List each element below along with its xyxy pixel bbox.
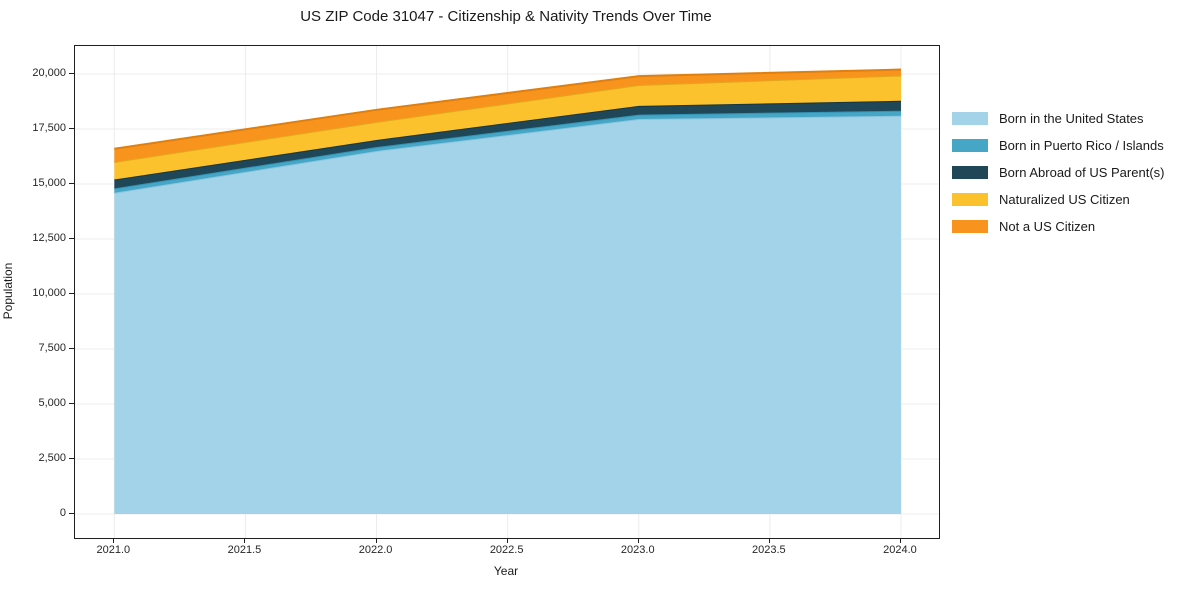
legend-item-naturalized-us-citizen: Naturalized US Citizen <box>952 186 1164 213</box>
x-tick-mark <box>113 538 115 543</box>
legend-label: Naturalized US Citizen <box>999 192 1130 207</box>
legend-label: Born Abroad of US Parent(s) <box>999 165 1165 180</box>
y-tick-label: 17,500 <box>32 121 66 134</box>
plot-area <box>74 45 940 539</box>
y-tick-label: 10,000 <box>32 286 66 299</box>
x-axis-label: Year <box>493 564 519 578</box>
area-naturalized-us-citizen <box>114 75 901 180</box>
x-tick-mark <box>637 538 639 543</box>
area-edge-not-a-us-citizen <box>114 68 902 150</box>
y-axis-label: Population <box>1 262 15 320</box>
legend-label: Born in the United States <box>999 111 1144 126</box>
legend-swatch-born-in-puerto-rico-islands <box>952 139 988 152</box>
legend-label: Not a US Citizen <box>999 219 1096 234</box>
x-tick-label: 2024.0 <box>883 544 917 556</box>
y-tick-label: 0 <box>59 507 66 520</box>
area-born-in-the-united-states <box>114 115 901 515</box>
y-tick-label: 7,500 <box>38 341 66 354</box>
y-tick-mark <box>69 402 74 404</box>
legend-swatch-born-abroad-of-us-parent-s <box>952 166 988 179</box>
legend-item-not-a-us-citizen: Not a US Citizen <box>952 213 1164 240</box>
legend-item-born-abroad-of-us-parent-s: Born Abroad of US Parent(s) <box>952 159 1164 186</box>
x-tick-label: 2023.5 <box>752 544 786 556</box>
x-tick-label: 2021.0 <box>96 544 131 556</box>
chart-title: US ZIP Code 31047 - Citizenship & Nativi… <box>300 8 712 25</box>
y-tick-mark <box>69 292 74 294</box>
legend-swatch-born-in-the-united-states <box>952 112 988 125</box>
x-tick-label: 2023.0 <box>620 544 655 556</box>
legend-swatch-not-a-us-citizen <box>952 220 988 233</box>
y-tick-mark <box>69 127 74 129</box>
y-tick-mark <box>69 347 74 349</box>
y-tick-mark <box>69 237 74 239</box>
y-tick-mark <box>69 182 74 184</box>
x-tick-mark <box>899 538 901 543</box>
y-tick-label: 12,500 <box>32 231 66 244</box>
area-born-abroad-of-us-parent-s <box>114 100 901 189</box>
y-tick-mark <box>69 72 74 74</box>
x-tick-label: 2022.5 <box>489 544 524 556</box>
x-tick-mark <box>244 538 246 543</box>
x-tick-label: 2021.5 <box>227 544 262 556</box>
legend: Born in the United States Born in Puerto … <box>952 105 1164 240</box>
legend-label: Born in Puerto Rico / Islands <box>999 138 1164 153</box>
y-tick-mark <box>69 458 74 459</box>
y-tick-label: 5,000 <box>38 396 66 409</box>
y-tick-label: 20,000 <box>32 66 66 79</box>
legend-item-born-in-puerto-rico-islands: Born in Puerto Rico / Islands <box>952 132 1164 159</box>
legend-item-born-in-the-united-states: Born in the United States <box>952 105 1164 132</box>
x-tick-mark <box>375 538 377 543</box>
x-tick-mark <box>506 538 508 543</box>
x-tick-mark <box>768 538 770 543</box>
y-tick-mark <box>69 513 74 515</box>
legend-swatch-naturalized-us-citizen <box>952 193 988 206</box>
x-tick-label: 2022.0 <box>358 544 393 556</box>
y-tick-label: 15,000 <box>32 176 66 189</box>
y-tick-label: 2,500 <box>38 452 66 464</box>
area-series-layer <box>114 68 902 515</box>
stacked-area-chart <box>75 46 939 538</box>
